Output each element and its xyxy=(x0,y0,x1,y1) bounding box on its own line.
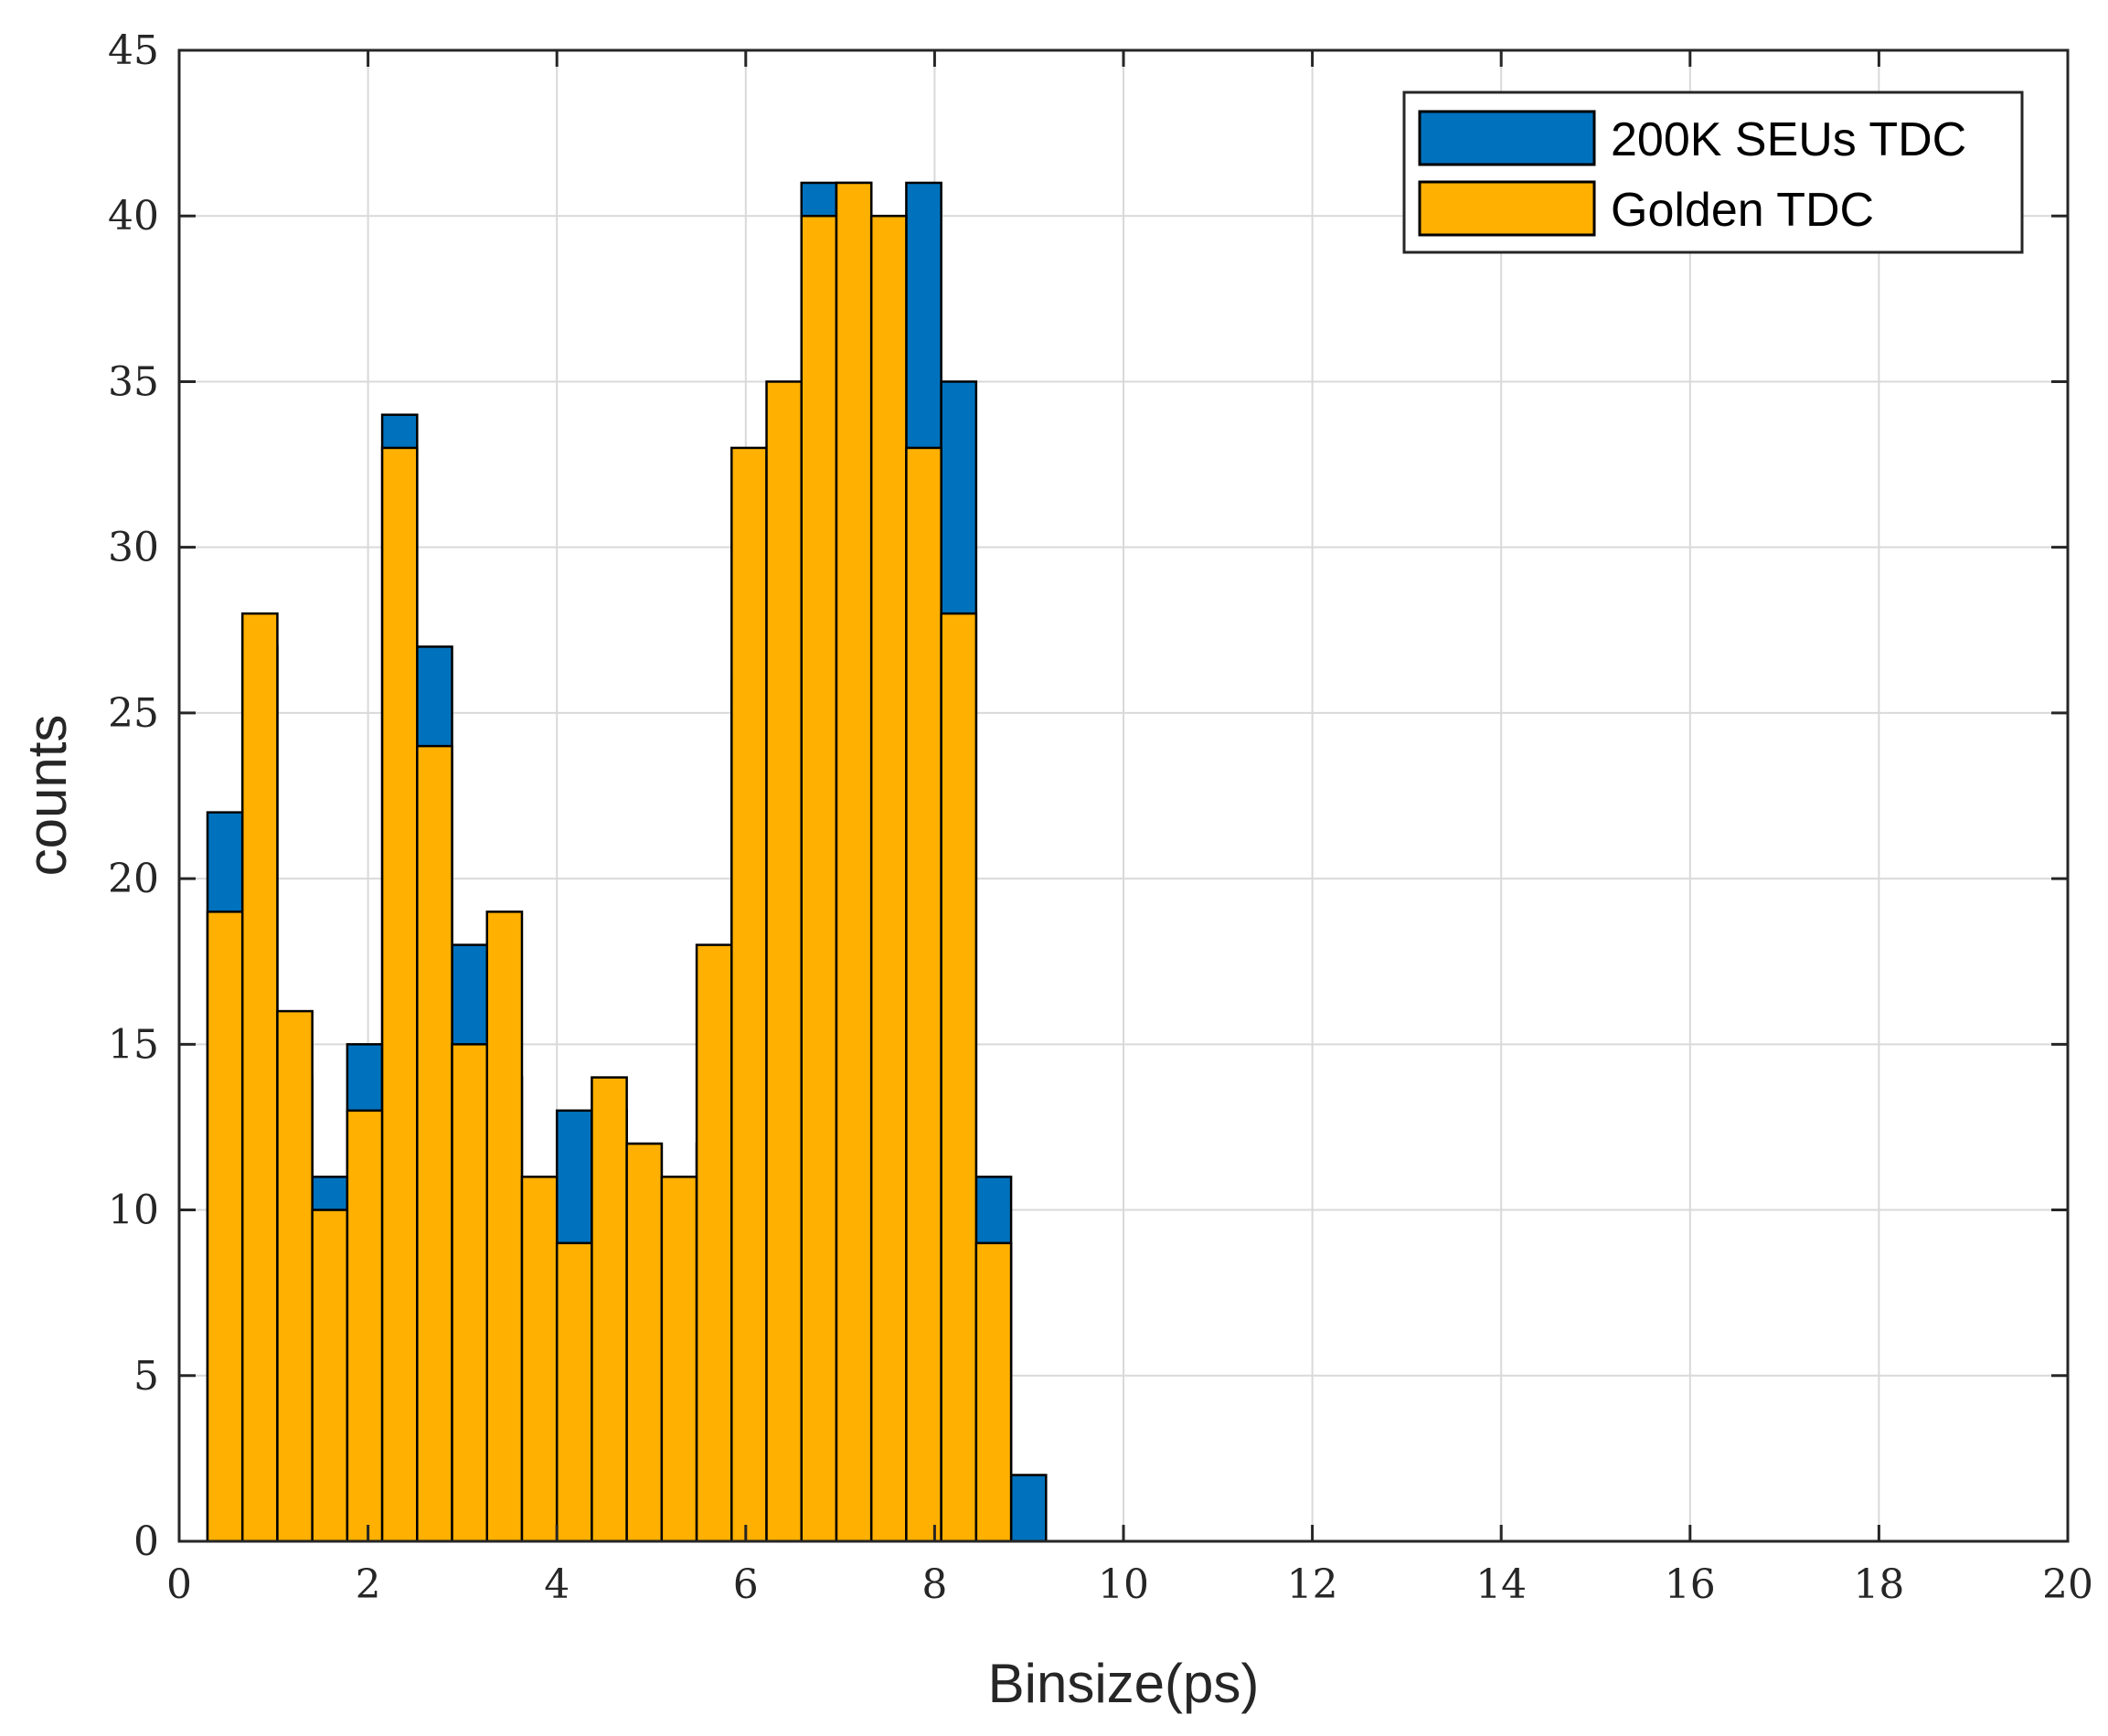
bar-golden xyxy=(974,1241,1013,1543)
bar-golden xyxy=(591,1076,628,1543)
x-tick-label: 14 xyxy=(1475,1561,1527,1608)
x-tick-label: 2 xyxy=(356,1561,381,1608)
bar-golden xyxy=(765,380,803,1543)
x-tick-label: 18 xyxy=(1853,1561,1904,1608)
y-tick-label: 30 xyxy=(108,525,159,571)
y-tick-label: 20 xyxy=(108,856,159,902)
legend-swatch-200k-seus xyxy=(1418,110,1596,166)
legend-label-golden: Golden TDC xyxy=(1611,184,1874,237)
x-tick-label: 8 xyxy=(921,1561,947,1608)
bar-golden xyxy=(869,214,908,1543)
y-tick-label: 15 xyxy=(108,1021,159,1068)
bar-golden xyxy=(485,911,524,1543)
bar-golden xyxy=(311,1209,349,1543)
bar-golden xyxy=(555,1241,593,1543)
bar-200k-seus xyxy=(1009,1474,1048,1543)
series-golden-bars xyxy=(206,181,1013,1543)
legend-label-200k-seus: 200K SEUs TDC xyxy=(1611,113,1966,166)
x-tick-labels: 0 2 4 6 8 10 12 14 16 18 20 xyxy=(166,1561,2093,1608)
bar-golden xyxy=(835,181,873,1543)
y-tick-label: 35 xyxy=(108,358,159,405)
x-tick-label: 6 xyxy=(733,1561,759,1608)
y-axis-title: counts xyxy=(16,715,78,877)
y-tick-label: 40 xyxy=(108,193,159,240)
y-tick-label: 10 xyxy=(108,1188,159,1234)
bar-golden xyxy=(940,612,978,1543)
bar-golden xyxy=(660,1176,698,1543)
bar-golden xyxy=(800,214,838,1543)
x-tick-label: 0 xyxy=(166,1561,192,1608)
x-tick-label: 20 xyxy=(2042,1561,2093,1608)
bar-golden xyxy=(416,744,453,1543)
y-tick-label: 25 xyxy=(108,690,159,737)
x-tick-label: 12 xyxy=(1287,1561,1338,1608)
bar-golden xyxy=(625,1142,664,1543)
x-tick-label: 4 xyxy=(544,1561,570,1608)
bar-golden xyxy=(730,446,768,1543)
bar-golden xyxy=(276,1009,314,1543)
bar-golden xyxy=(905,446,942,1543)
y-tick-label: 45 xyxy=(108,27,159,74)
y-tick-label: 5 xyxy=(133,1353,159,1400)
bar-golden xyxy=(695,943,733,1543)
y-tick-label: 0 xyxy=(133,1518,159,1565)
bar-golden xyxy=(520,1176,559,1543)
bar-golden xyxy=(380,446,419,1543)
bar-golden xyxy=(206,911,244,1543)
x-axis-title: Binsize(ps) xyxy=(988,1653,1260,1714)
x-tick-label: 10 xyxy=(1098,1561,1149,1608)
y-tick-labels: 0 5 10 15 20 25 30 35 40 45 xyxy=(108,27,159,1565)
bar-golden xyxy=(346,1109,384,1543)
legend-swatch-golden xyxy=(1418,180,1596,237)
x-tick-label: 16 xyxy=(1665,1561,1716,1608)
legend: 200K SEUs TDC Golden TDC xyxy=(1402,91,2024,254)
bar-golden xyxy=(240,612,279,1543)
bar-golden xyxy=(451,1043,489,1543)
axis-ticks xyxy=(177,48,2070,1543)
